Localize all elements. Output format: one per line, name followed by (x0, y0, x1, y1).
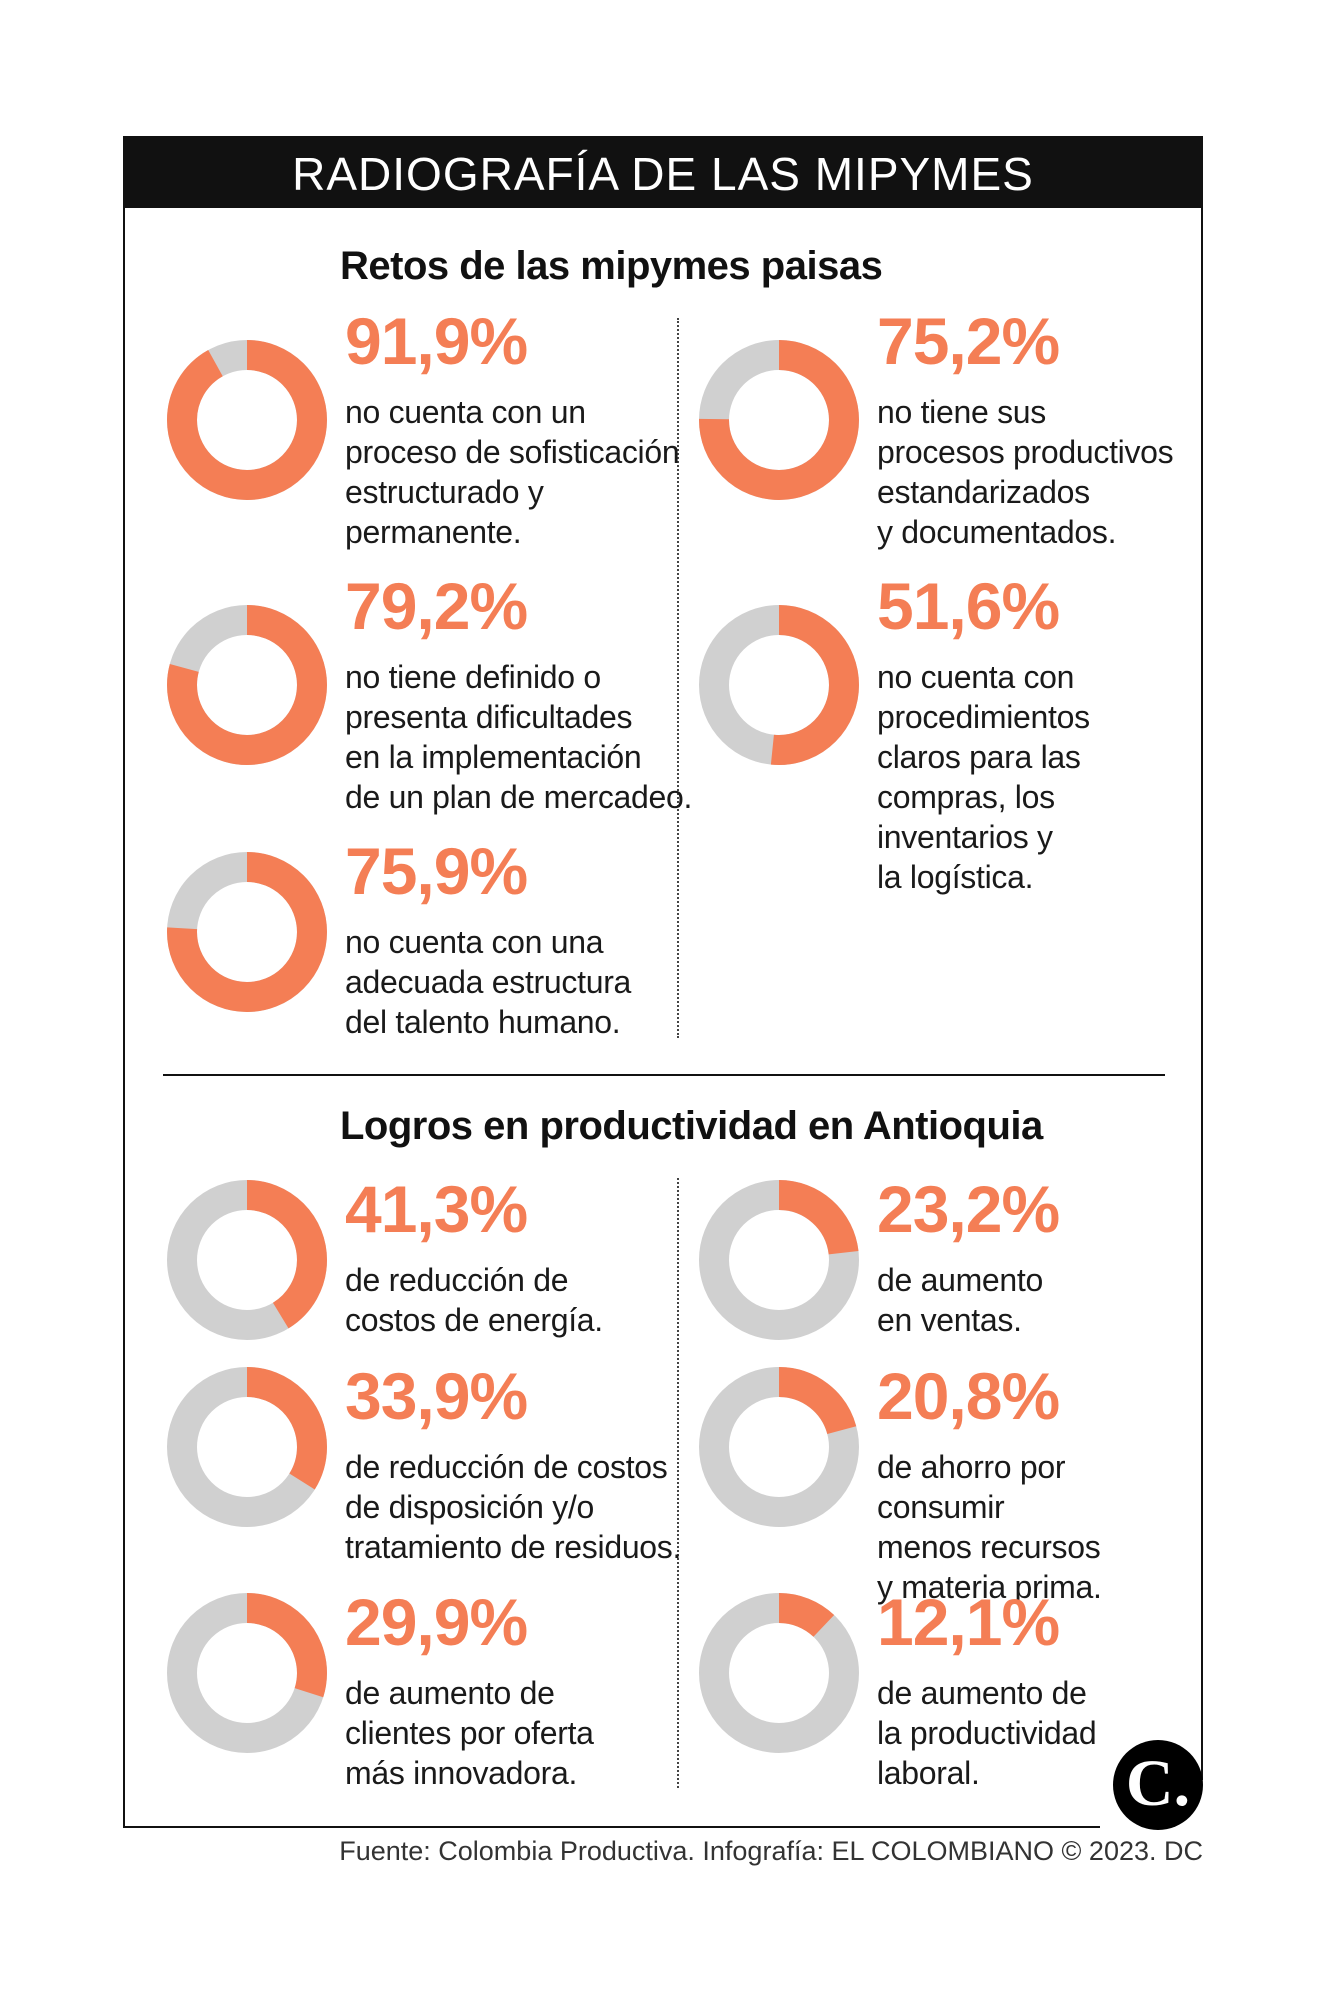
description-text: no cuenta con procedimientos claros para… (877, 659, 1090, 895)
source-credit: Fuente: Colombia Productiva. Infografía:… (339, 1836, 1203, 1866)
donut-slice (167, 1593, 327, 1753)
section-divider (163, 1074, 1165, 1076)
percentage-label: 91,9% (345, 304, 528, 378)
donut-slice (699, 1367, 859, 1527)
column-divider-bottom (677, 1178, 679, 1788)
percentage-label: 51,6% (877, 569, 1060, 643)
percentage-label: 33,9% (345, 1359, 528, 1433)
donut-slice (699, 1180, 859, 1340)
description-text: de aumento en ventas. (877, 1262, 1044, 1338)
description-text: no tiene sus procesos productivos estand… (877, 394, 1174, 550)
percentage-label: 12,1% (877, 1585, 1060, 1659)
donut-slice (167, 340, 327, 500)
description-text: de aumento de clientes por oferta más in… (345, 1675, 594, 1791)
donut-slice (167, 852, 327, 1012)
percentage-label: 75,2% (877, 304, 1060, 378)
percentage-label: 75,9% (345, 834, 528, 908)
description-text: no tiene definido o presenta dificultade… (345, 659, 693, 815)
column-divider-top (677, 318, 679, 1038)
section-title-retos: Retos de las mipymes paisas (340, 244, 883, 288)
percentage-label: 79,2% (345, 569, 528, 643)
infographic-title: RADIOGRAFÍA DE LAS MIPYMES (125, 138, 1201, 208)
description-text: de reducción de costos de disposición y/… (345, 1449, 682, 1565)
donut-slice (167, 1180, 327, 1340)
description-text: de ahorro por consumir menos recursos y … (877, 1449, 1102, 1605)
donut-slice (167, 605, 327, 765)
donut-slice (699, 1593, 859, 1753)
infographic-frame: RADIOGRAFÍA DE LAS MIPYMES Retos de las … (123, 136, 1203, 1828)
donut-slice (699, 340, 859, 500)
el-colombiano-logo: C. (1113, 1740, 1203, 1830)
description-text: no cuenta con un proceso de sofisticació… (345, 394, 680, 550)
description-text: de aumento de la productividad laboral. (877, 1675, 1097, 1791)
section-title-logros: Logros en productividad en Antioquia (340, 1104, 1043, 1148)
description-text: no cuenta con una adecuada estructura de… (345, 924, 632, 1040)
description-text: de reducción de costos de energía. (345, 1262, 603, 1338)
percentage-label: 29,9% (345, 1585, 528, 1659)
percentage-label: 20,8% (877, 1359, 1060, 1433)
donut-track (699, 1593, 859, 1753)
donut-slice (167, 1367, 327, 1527)
percentage-label: 23,2% (877, 1172, 1060, 1246)
donut-slice (699, 605, 859, 765)
percentage-label: 41,3% (345, 1172, 528, 1246)
